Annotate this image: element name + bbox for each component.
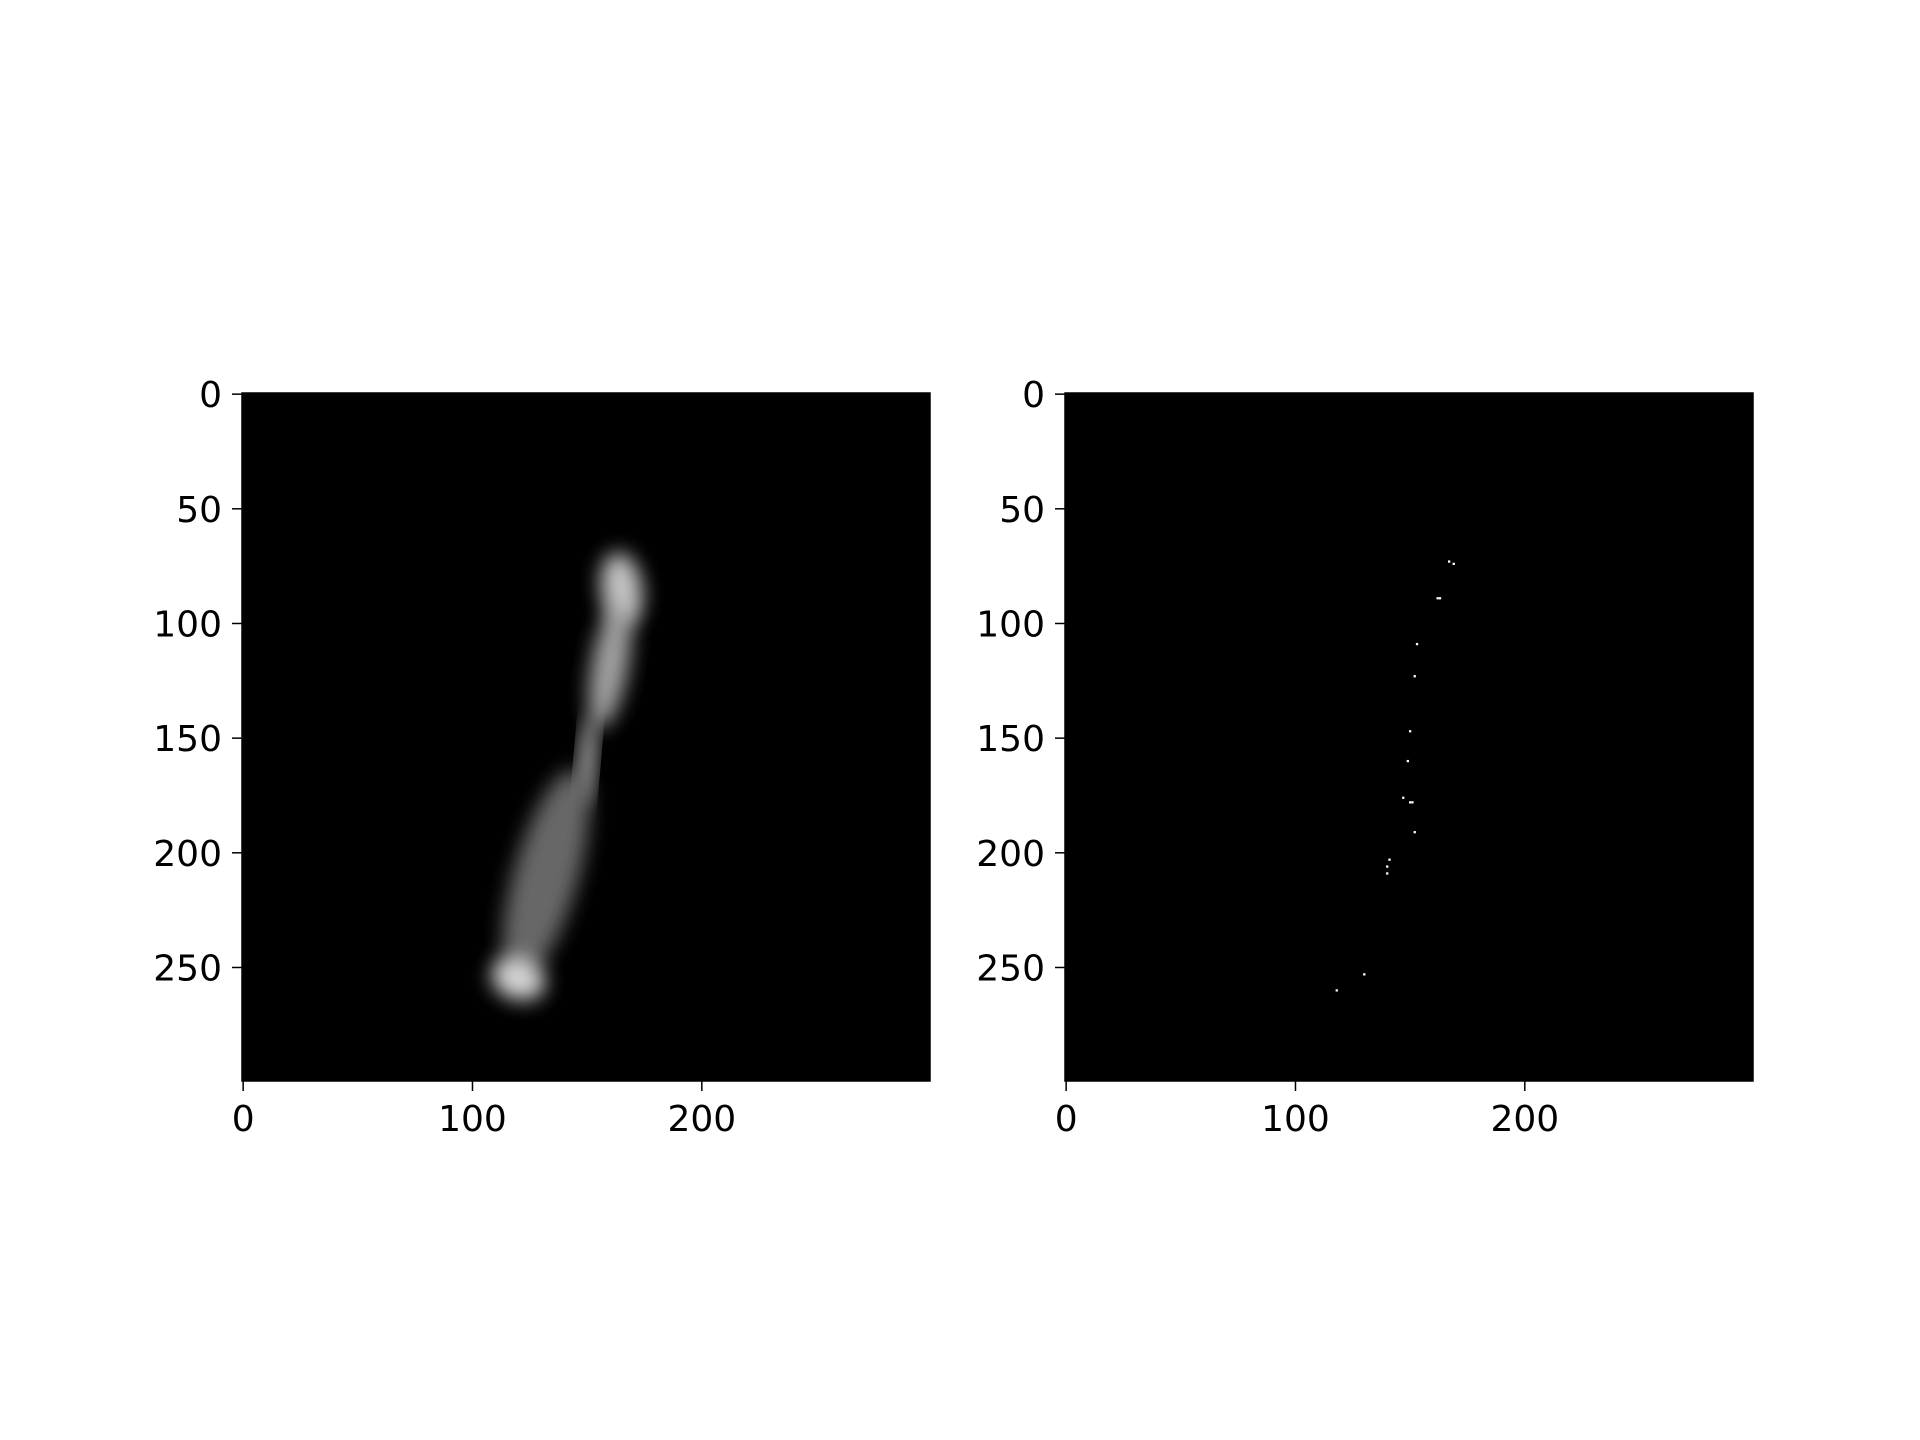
x-tick-label: 100 xyxy=(1261,1099,1330,1140)
point-15 xyxy=(1363,973,1366,976)
y-tick-label: 50 xyxy=(999,490,1045,531)
point-7 xyxy=(1406,759,1409,763)
axes-frame xyxy=(1064,392,1754,1082)
point-16 xyxy=(1335,989,1338,992)
axes-frame xyxy=(241,392,931,1082)
point-3 xyxy=(1438,597,1442,600)
intensity-image-regions xyxy=(491,552,643,1001)
intensity-image-axes: 0 100 200 0 50 100 150 200 250 xyxy=(153,375,931,1140)
point-8 xyxy=(1402,796,1405,799)
point-4 xyxy=(1415,642,1419,646)
point-13 xyxy=(1386,865,1389,868)
binary-image-points xyxy=(1335,560,1455,992)
y-tick-label: 50 xyxy=(176,490,222,531)
y-tick-label: 200 xyxy=(153,834,222,875)
bright-region-4 xyxy=(491,957,546,1001)
y-tick-label: 150 xyxy=(153,719,222,760)
x-tick-label: 0 xyxy=(232,1099,255,1140)
x-tick-label: 0 xyxy=(1055,1099,1078,1140)
y-tick-label: 250 xyxy=(153,948,222,989)
intensity-image-panel: 0 100 200 0 50 100 150 200 250 xyxy=(153,375,931,1140)
y-tick-label: 0 xyxy=(1022,375,1045,416)
point-1 xyxy=(1452,562,1455,565)
bright-region-0 xyxy=(600,552,643,626)
y-tick-label: 0 xyxy=(199,375,222,416)
point-14 xyxy=(1386,872,1389,875)
point-10 xyxy=(1411,801,1414,804)
point-6 xyxy=(1409,730,1412,733)
point-0 xyxy=(1447,560,1451,563)
y-tick-label: 150 xyxy=(976,719,1045,760)
x-tick-label: 100 xyxy=(438,1099,507,1140)
y-tick-label: 100 xyxy=(153,604,222,645)
binary-image-panel: 0 100 200 0 50 100 150 200 250 xyxy=(976,375,1754,1140)
binary-image-axes: 0 100 200 0 50 100 150 200 250 xyxy=(976,375,1754,1140)
bright-region-1 xyxy=(588,601,632,729)
point-5 xyxy=(1413,675,1416,678)
point-2 xyxy=(1436,597,1439,600)
x-tick-label: 200 xyxy=(1490,1099,1559,1140)
point-9 xyxy=(1409,801,1412,804)
bright-region-3 xyxy=(502,769,590,982)
point-12 xyxy=(1388,858,1391,861)
binary-image-background xyxy=(1065,393,1753,1081)
y-tick-label: 100 xyxy=(976,604,1045,645)
point-11 xyxy=(1413,831,1416,834)
x-tick-label: 200 xyxy=(667,1099,736,1140)
y-tick-label: 250 xyxy=(976,948,1045,989)
y-tick-label: 200 xyxy=(976,834,1045,875)
